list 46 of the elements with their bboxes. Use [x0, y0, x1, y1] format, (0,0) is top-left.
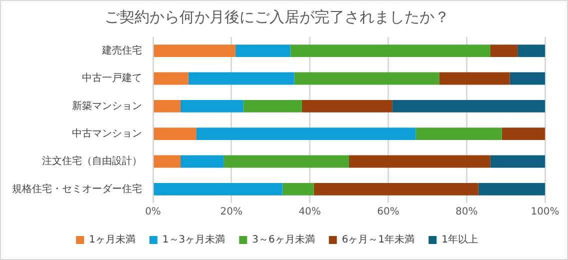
bar	[154, 182, 282, 196]
legend-label: 6ヶ月～1年未満	[342, 234, 415, 246]
bar	[349, 155, 490, 168]
bar	[416, 128, 502, 140]
x-tick-label: 100%	[530, 206, 560, 218]
x-tick-label: 0%	[145, 206, 161, 218]
bar	[154, 128, 196, 140]
bar	[314, 182, 478, 196]
bar	[154, 72, 188, 85]
bar	[224, 155, 349, 168]
chart-title: ご契約から何か月後にご入居が完了されましたか？	[104, 8, 450, 26]
legend-label: 1年以上	[442, 234, 478, 246]
x-tick-label: 60%	[377, 206, 400, 218]
bar	[510, 72, 545, 85]
x-tick-label: 80%	[455, 206, 478, 218]
y-tick-label: 建売住宅	[101, 44, 142, 56]
bar	[154, 44, 236, 58]
bar	[290, 44, 490, 58]
bar	[502, 128, 545, 140]
bar	[490, 44, 518, 58]
bar	[490, 155, 545, 168]
y-tick-label: 中古マンション	[72, 127, 142, 140]
y-tick-label: 新築マンション	[72, 100, 142, 112]
bar	[282, 182, 314, 196]
y-tick-label: 注文住宅（自由設計）	[42, 155, 142, 168]
bar	[243, 100, 302, 112]
x-tick-label: 20%	[220, 206, 243, 218]
legend-label: 1～3ヶ月未満	[162, 234, 226, 246]
bar	[392, 100, 545, 112]
y-tick-label: 中古一戸建て	[82, 72, 142, 84]
bar	[302, 100, 392, 112]
bar	[294, 72, 440, 85]
bar	[478, 182, 545, 196]
bar	[439, 72, 510, 85]
y-tick-label: 規格住宅・セミオーダー住宅	[12, 182, 142, 195]
legend-label: 1ヶ月未満	[89, 234, 136, 246]
bar	[154, 100, 180, 112]
bar	[518, 44, 545, 58]
x-tick-label: 40%	[298, 206, 321, 218]
bar	[180, 100, 244, 112]
bar	[154, 155, 180, 168]
legend-label: 3～6ヶ月未満	[252, 234, 315, 246]
bar	[188, 72, 294, 85]
bar	[235, 44, 290, 58]
bar	[196, 128, 416, 140]
bar	[180, 155, 224, 168]
